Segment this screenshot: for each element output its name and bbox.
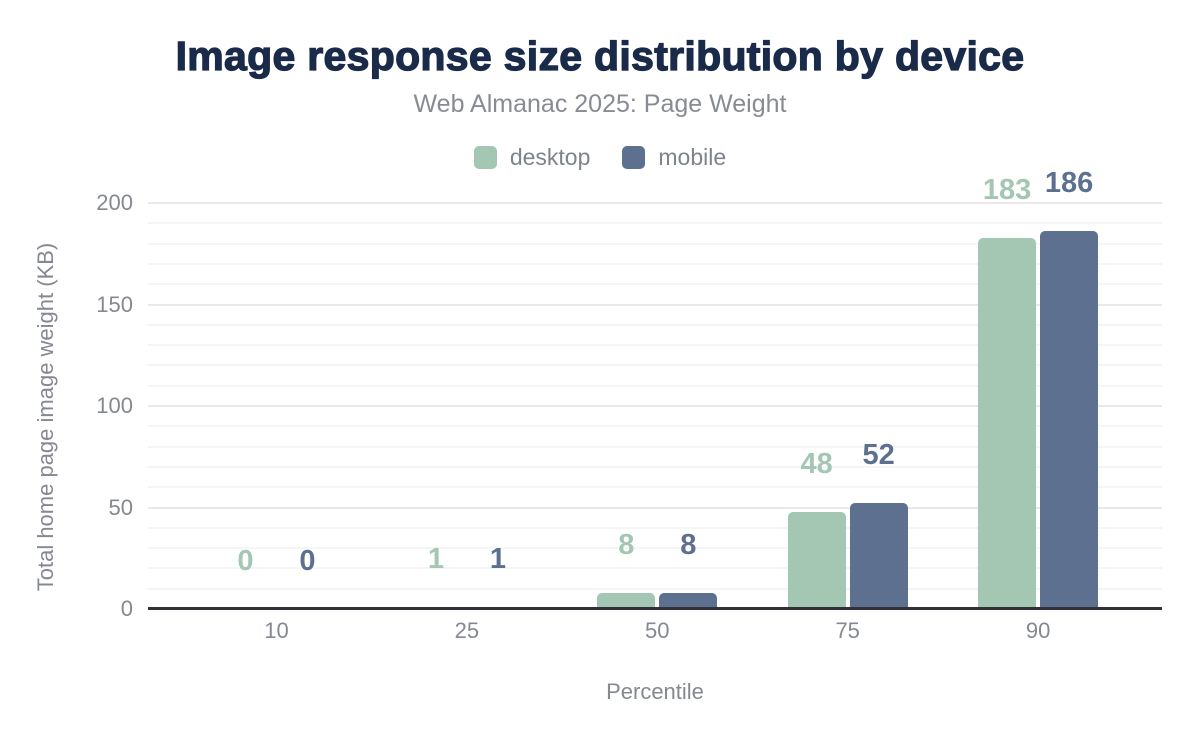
value-label-desktop-p50: 8 bbox=[618, 529, 635, 561]
x-axis-title: Percentile bbox=[606, 679, 704, 704]
bar-desktop-p75[interactable] bbox=[787, 512, 846, 609]
y-tick-label: 100 bbox=[96, 393, 133, 418]
bar-desktop-p90[interactable] bbox=[978, 238, 1037, 609]
chart-title: Image response size distribution by devi… bbox=[175, 33, 1025, 79]
gridline-minor bbox=[148, 445, 1162, 448]
gridline-minor bbox=[148, 587, 1162, 590]
x-tick-label: 10 bbox=[264, 618, 289, 643]
x-axis-line bbox=[148, 607, 1162, 610]
gridline-minor bbox=[148, 344, 1162, 347]
gridline-minor bbox=[148, 222, 1162, 225]
legend-label-mobile: mobile bbox=[658, 143, 727, 170]
gridline-minor bbox=[148, 486, 1162, 489]
gridline-minor bbox=[148, 547, 1162, 550]
y-tick-label: 0 bbox=[120, 596, 133, 621]
value-label-desktop-p90: 183 bbox=[982, 174, 1032, 206]
bar-mobile-p90[interactable] bbox=[1040, 231, 1099, 609]
gridline-minor bbox=[148, 567, 1162, 570]
chart-subtitle: Web Almanac 2025: Page Weight bbox=[413, 90, 787, 118]
value-label-desktop-p75: 48 bbox=[800, 448, 833, 480]
legend: desktop mobile bbox=[0, 143, 1200, 171]
value-label-mobile-p10: 0 bbox=[299, 545, 316, 577]
value-label-mobile-p50: 8 bbox=[680, 529, 697, 561]
plot-area: 0 0 1 1 8 8 48 52 183 186 bbox=[148, 169, 1162, 609]
x-tick-label: 25 bbox=[454, 618, 480, 643]
gridline-minor bbox=[148, 425, 1162, 428]
bar-mobile-p50[interactable] bbox=[659, 593, 718, 609]
gridline-minor bbox=[148, 465, 1162, 468]
legend-item-mobile[interactable]: mobile bbox=[622, 143, 727, 170]
bar-mobile-p75[interactable] bbox=[849, 503, 908, 609]
legend-label-desktop: desktop bbox=[509, 143, 591, 170]
value-label-mobile-p75: 52 bbox=[862, 439, 895, 471]
gridline-major bbox=[148, 506, 1162, 509]
gridline-minor bbox=[148, 526, 1162, 529]
gridline-minor bbox=[148, 242, 1162, 245]
gridline-major bbox=[148, 303, 1162, 306]
x-tick-label: 90 bbox=[1025, 618, 1051, 643]
x-tick-label: 50 bbox=[645, 618, 670, 643]
y-tick-label: 200 bbox=[96, 190, 133, 215]
gridline-major bbox=[148, 202, 1162, 204]
gridline-minor bbox=[148, 364, 1162, 367]
bar-desktop-p50[interactable] bbox=[597, 593, 656, 609]
gridline-minor bbox=[148, 323, 1162, 326]
gridline-minor bbox=[148, 262, 1162, 265]
y-tick-label: 150 bbox=[96, 291, 133, 317]
value-label-desktop-p25: 1 bbox=[427, 543, 444, 575]
gridline-major bbox=[148, 405, 1162, 407]
value-label-mobile-p25: 1 bbox=[489, 543, 506, 575]
gridline-minor bbox=[148, 384, 1162, 387]
gridline-minor bbox=[148, 283, 1162, 286]
legend-item-desktop[interactable]: desktop bbox=[473, 143, 591, 170]
legend-swatch-mobile bbox=[622, 145, 646, 169]
y-tick-label: 50 bbox=[108, 494, 133, 520]
legend-swatch-desktop bbox=[473, 145, 497, 169]
x-tick-label: 75 bbox=[835, 618, 860, 643]
value-label-desktop-p10: 0 bbox=[237, 545, 254, 577]
value-label-mobile-p90: 186 bbox=[1044, 167, 1094, 199]
